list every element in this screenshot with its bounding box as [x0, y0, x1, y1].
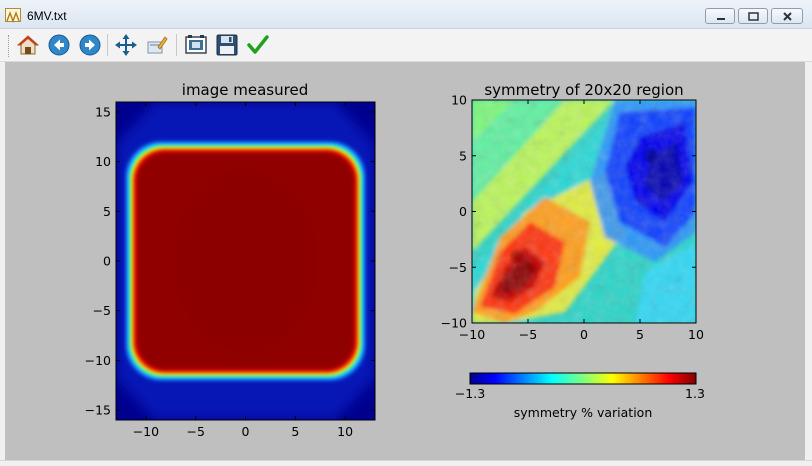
chart1-xtick-label: 5	[291, 424, 299, 439]
apply-button[interactable]	[245, 32, 271, 58]
colorbar: −1.3 1.3 symmetry % variation	[455, 372, 705, 420]
figure-canvas[interactable]: image measured −10 −5 0 5 10 −15 −10 −5 0 5 10 15 …	[5, 62, 805, 460]
chart2-ytick-label: 0	[459, 204, 467, 219]
colorbar-gradient	[469, 372, 697, 385]
chart1-xtick-label: 10	[337, 424, 353, 439]
maximize-icon	[748, 12, 759, 21]
chart1-yaxis: −15 −10 −5 0 5 10 15	[85, 104, 375, 418]
minimize-icon	[717, 18, 725, 20]
chart2-xtick-label: −10	[459, 327, 485, 342]
window-border	[805, 62, 812, 460]
chart2-ytick-label: −5	[449, 260, 467, 275]
chart2-xaxis: −10 −5 0 5 10	[459, 100, 704, 342]
back-arrow-icon	[48, 34, 70, 56]
chart2-xtick-label: 5	[636, 327, 644, 342]
chart1-ytick-label: 5	[103, 204, 111, 219]
maximize-button[interactable]	[738, 8, 768, 24]
pan-arrows-icon	[115, 34, 137, 56]
minimize-button[interactable]	[705, 8, 735, 24]
chart2-ytick-label: −10	[441, 316, 467, 331]
status-bar	[0, 460, 812, 466]
forward-arrow-icon	[79, 34, 101, 56]
subplots-icon	[185, 35, 207, 54]
back-button[interactable]	[46, 32, 72, 58]
chart1-ytick-label: −15	[85, 403, 111, 418]
chart1-title: image measured	[182, 81, 308, 99]
toolbar-grip[interactable]	[8, 35, 11, 57]
close-icon	[783, 12, 792, 21]
chart2-yaxis: −10 −5 0 5 10	[441, 93, 696, 331]
cold-spot-marker	[644, 148, 659, 163]
toolbar-separator	[176, 34, 177, 56]
hot-spot-core	[510, 250, 523, 263]
chart2-xtick-label: 10	[688, 327, 704, 342]
edit-icon	[147, 36, 168, 54]
configure-subplots-button[interactable]	[183, 32, 209, 58]
chart1-ytick-label: −10	[85, 353, 111, 368]
forward-button[interactable]	[77, 32, 103, 58]
chart2-title: symmetry of 20x20 region	[484, 81, 683, 99]
chart1-xtick-label: −10	[133, 424, 159, 439]
chart1-ytick-label: −5	[93, 303, 111, 318]
checkmark-icon	[247, 35, 269, 54]
save-button[interactable]	[214, 32, 240, 58]
home-button[interactable]	[15, 32, 41, 58]
cold-spot-core	[644, 148, 659, 163]
colorbar-max-label: 1.3	[685, 386, 705, 401]
chart2-xtick-label: −5	[519, 327, 537, 342]
app-icon	[5, 8, 21, 23]
title-bar: 6MV.txt	[0, 0, 812, 29]
edit-button[interactable]	[144, 32, 170, 58]
hot-spot-marker	[510, 250, 523, 263]
close-button[interactable]	[771, 8, 803, 24]
chart2-xtick-label: 0	[580, 327, 588, 342]
chart2-texture	[472, 100, 696, 323]
chart1-xaxis: −10 −5 0 5 10	[133, 102, 353, 439]
chart2-ytick-label: 10	[451, 93, 467, 108]
chart1-ytick-label: 15	[95, 104, 111, 119]
colorbar-label: symmetry % variation	[514, 405, 653, 420]
toolbar	[0, 29, 812, 62]
home-icon	[17, 35, 39, 55]
field-core	[175, 171, 316, 351]
chart2-ytick-label: 5	[459, 148, 467, 163]
chart1-ytick-label: 0	[103, 254, 111, 269]
chart1-field	[125, 141, 366, 381]
image-measured-plot: image measured −10 −5 0 5 10 −15 −10 −5 0 5 10 15	[85, 81, 376, 439]
figure-svg: image measured −10 −5 0 5 10 −15−10−5051015 …	[85, 81, 705, 439]
chart1-xtick-label: 0	[242, 424, 250, 439]
chart1-ytick-label: 10	[95, 154, 111, 169]
pan-button[interactable]	[113, 32, 139, 58]
toolbar-separator	[107, 34, 108, 56]
window-title: 6MV.txt	[27, 9, 67, 23]
colorbar-min-label: −1.3	[455, 386, 485, 401]
symmetry-plot: symmetry of 20x20 region	[441, 81, 705, 420]
chart1-xtick-label: −5	[186, 424, 204, 439]
floppy-disk-icon	[216, 34, 238, 56]
